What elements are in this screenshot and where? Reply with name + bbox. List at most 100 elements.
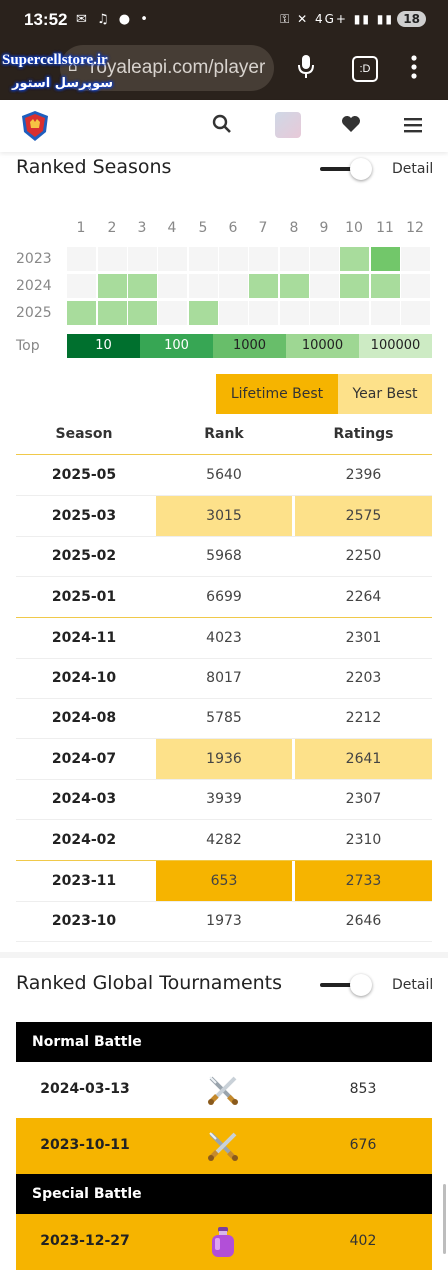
heatmap-cell[interactable]	[280, 274, 309, 298]
battery-icon: 18	[397, 11, 426, 27]
season-cell: 2025-03	[51, 507, 117, 524]
clock: 13:52	[24, 10, 68, 29]
heatmap-cell	[128, 247, 157, 271]
hamburger-menu-icon[interactable]	[404, 114, 422, 138]
month-label: 11	[376, 220, 394, 236]
heatmap-cell	[98, 247, 127, 271]
search-icon[interactable]	[212, 114, 232, 139]
top-label: Top	[16, 338, 40, 354]
tab-lifetime-best[interactable]: Lifetime Best	[216, 374, 338, 414]
more-menu-icon[interactable]	[410, 54, 418, 86]
year-label: 2023	[16, 251, 52, 267]
season-cell: 2023-10	[51, 912, 117, 929]
heatmap-cell[interactable]	[371, 274, 400, 298]
crossed-swords-icon	[206, 1129, 240, 1163]
month-label: 9	[319, 220, 329, 236]
rank-cell: 1973	[206, 912, 242, 929]
status-bar: 13:52 ✉ ♫ ● • ⚿ ✕ 4G+ ▮▮ ▮▮ 18	[0, 0, 448, 40]
heatmap-cell	[219, 301, 248, 325]
table-row[interactable]: 2023-10 1973 2646	[16, 901, 432, 942]
heart-icon[interactable]	[341, 114, 361, 138]
special-battle-label: Special Battle	[32, 1186, 142, 1202]
table-row[interactable]: 2024-08 5785 2212	[16, 698, 432, 739]
heatmap-cell[interactable]	[340, 247, 369, 271]
table-row[interactable]: 2025-02 5968 2250	[16, 536, 432, 577]
table-row[interactable]: 2023-11 653 2733	[16, 860, 432, 902]
legend-item: 100000	[359, 334, 432, 358]
rank-cell: 5785	[206, 710, 242, 726]
url-bar[interactable]: ⌂ royaleapi.com/player	[60, 45, 274, 91]
tab-year-best[interactable]: Year Best	[338, 374, 432, 414]
detail-toggle[interactable]	[318, 156, 376, 184]
normal-battle-label: Normal Battle	[32, 1034, 142, 1050]
rating-cell: 2212	[345, 710, 382, 726]
rating-cell: 2575	[295, 495, 432, 536]
rank-cell: 4023	[206, 630, 242, 646]
season-column-header: Season	[55, 426, 113, 442]
tournament-row[interactable]: 2023-12-27 402	[16, 1214, 432, 1270]
heatmap-cell	[401, 247, 430, 271]
tab-switcher-button[interactable]: :D	[352, 56, 378, 82]
month-label: 4	[167, 220, 177, 236]
tournament-date: 2024-03-13	[40, 1081, 130, 1097]
rank-column-header: Rank	[204, 426, 244, 442]
site-info-icon[interactable]: ⌂	[68, 57, 78, 75]
tournament-detail-label: Detail	[392, 977, 434, 993]
year-label: 2025	[16, 305, 52, 321]
heatmap-cell	[189, 247, 218, 271]
heatmap-cell	[67, 274, 96, 298]
rank-cell: 5968	[206, 548, 242, 564]
month-label: 3	[137, 220, 147, 236]
heatmap-cell	[401, 274, 430, 298]
rating-cell: 2310	[345, 831, 382, 848]
table-row[interactable]: 2024-11 4023 2301	[16, 617, 432, 659]
tournament-detail-toggle[interactable]	[318, 972, 376, 1000]
heatmap-cell	[340, 301, 369, 325]
table-row[interactable]: 2024-03 3939 2307	[16, 779, 432, 820]
season-cell: 2025-01	[51, 588, 117, 605]
rating-cell: 2203	[345, 669, 382, 686]
rating-cell: 2250	[345, 548, 382, 564]
tournament-date: 2023-10-11	[40, 1137, 130, 1153]
rank-cell: 8017	[206, 669, 242, 686]
tournament-row[interactable]: 2023-10-11 676	[16, 1118, 432, 1174]
rank-cell: 1936	[156, 738, 292, 779]
heatmap-cell[interactable]	[371, 247, 400, 271]
heatmap-cell[interactable]	[340, 274, 369, 298]
site-navbar	[0, 100, 448, 152]
watermark-text-persian: سوپرسل استور	[12, 76, 113, 91]
heatmap-cell	[310, 247, 339, 271]
heatmap-cell[interactable]	[128, 301, 157, 325]
tournament-rank: 853	[349, 1081, 377, 1097]
heatmap-cell	[280, 301, 309, 325]
season-cell: 2025-02	[51, 548, 117, 564]
heatmap-cell[interactable]	[67, 301, 96, 325]
season-cell: 2024-11	[51, 630, 117, 646]
heatmap-cell	[67, 247, 96, 271]
microphone-icon[interactable]	[296, 54, 316, 86]
legend-item: 1000	[213, 334, 286, 358]
season-cell: 2023-11	[51, 873, 117, 889]
heatmap-cell[interactable]	[189, 301, 218, 325]
scrollbar[interactable]	[443, 1184, 446, 1254]
rating-cell: 2641	[295, 738, 432, 779]
rating-cell: 2264	[345, 588, 382, 605]
month-label: 5	[198, 220, 208, 236]
tournament-row[interactable]: 2024-03-13 853	[16, 1062, 432, 1118]
tournament-rank: 402	[349, 1233, 377, 1249]
tournament-rank: 676	[349, 1137, 377, 1153]
heatmap-cell[interactable]	[98, 274, 127, 298]
url-text[interactable]: royaleapi.com/player	[90, 57, 266, 78]
year-label: 2024	[16, 278, 52, 294]
avatar[interactable]	[275, 112, 301, 138]
heatmap-cell[interactable]	[128, 274, 157, 298]
table-row[interactable]: 2024-02 4282 2310	[16, 820, 432, 861]
royaleapi-logo[interactable]	[20, 110, 50, 142]
table-row[interactable]: 2025-05 5640 2396	[16, 455, 432, 496]
table-row[interactable]: 2024-07 1936 2641	[16, 738, 432, 780]
heatmap-cell[interactable]	[249, 274, 278, 298]
heatmap-cell[interactable]	[98, 301, 127, 325]
table-row[interactable]: 2025-03 3015 2575	[16, 495, 432, 537]
table-row[interactable]: 2024-10 8017 2203	[16, 658, 432, 699]
table-row[interactable]: 2025-01 6699 2264	[16, 577, 432, 618]
